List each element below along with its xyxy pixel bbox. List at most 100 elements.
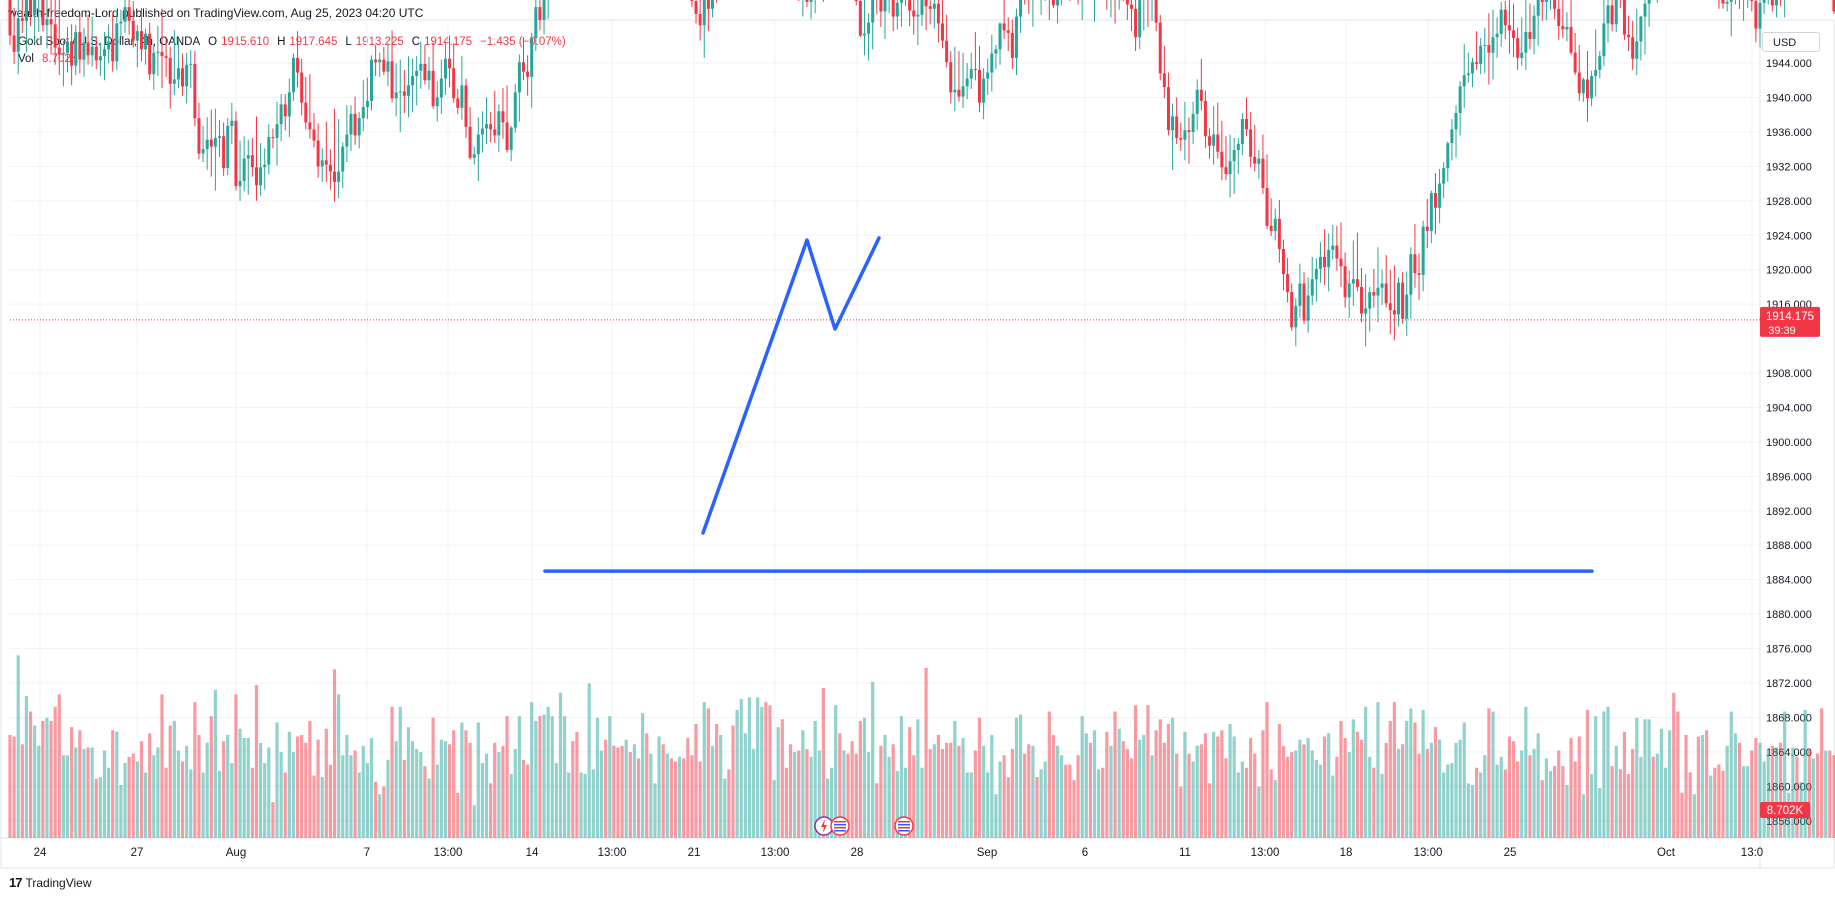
volume-bar [1162, 742, 1166, 838]
volume-bar [1384, 742, 1388, 838]
volume-bar [768, 705, 772, 838]
high-value: 1917.645 [289, 36, 338, 48]
volume-bar [361, 745, 365, 838]
volume-bar [932, 744, 936, 838]
candle-body [1364, 308, 1368, 314]
us-flag-event-icon[interactable] [830, 816, 850, 836]
open-value: 1915.610 [221, 36, 270, 48]
volume-bar [953, 720, 957, 838]
volume-label[interactable]: Vol [18, 53, 34, 65]
zigzag-projection[interactable] [701, 236, 881, 535]
flag-stripe [898, 824, 910, 826]
candle-body [1479, 45, 1483, 64]
volume-bar [476, 722, 480, 838]
volume-bar [1487, 708, 1491, 838]
candle-body [1499, 9, 1503, 34]
candle-body [916, 14, 920, 17]
candle-body [957, 89, 961, 97]
price-tick-label: 1932.000 [1766, 161, 1812, 173]
volume-bar [320, 777, 324, 838]
candle-body [296, 57, 300, 73]
flag-stripe [898, 821, 910, 823]
candle-body [1433, 193, 1437, 208]
candle-body [226, 125, 230, 169]
volume-bar [1458, 739, 1462, 838]
candle-body [456, 98, 460, 108]
volume-bar [591, 769, 595, 838]
candle-body [493, 129, 497, 136]
volume-bar [784, 767, 789, 838]
candle-body [1512, 30, 1516, 39]
volume-bar [1376, 702, 1380, 838]
volume-bar [1622, 731, 1627, 838]
candle-body [489, 124, 493, 130]
candle-body [45, 19, 49, 26]
volume-bar [1425, 748, 1429, 838]
candle-body [1323, 256, 1327, 268]
candle-body [234, 120, 238, 187]
volume-bar [1039, 769, 1043, 838]
volume-bar [135, 761, 139, 838]
candle-body [250, 155, 254, 168]
volume-bar [172, 720, 176, 838]
volume-bar [731, 725, 735, 838]
volume-bar [760, 706, 764, 838]
volume-bar [1023, 753, 1027, 838]
volume-bar [1655, 753, 1659, 838]
currency-selector[interactable]: USD [1762, 32, 1820, 52]
candle-body [304, 102, 308, 123]
volume-bar [143, 772, 148, 838]
candle-body [509, 127, 513, 151]
volume-bar [1721, 770, 1725, 838]
volume-bar [1528, 755, 1532, 838]
candle-body [1310, 279, 1314, 296]
volume-bar [1314, 759, 1318, 838]
candle-body [538, 7, 542, 20]
volume-bar [1770, 745, 1774, 838]
volume-bar [324, 728, 328, 838]
candle-body [690, 0, 694, 2]
candle-body [1647, 0, 1651, 4]
candle-body [423, 63, 427, 81]
volume-bar [230, 763, 234, 838]
volume-bar [945, 742, 949, 838]
volume-bar [1364, 706, 1368, 838]
volume-bar [160, 694, 164, 838]
candle-body [94, 46, 98, 61]
volume-bar [517, 716, 521, 838]
volume-bar [1195, 745, 1199, 838]
volume-bar [1828, 750, 1832, 838]
candle-body [1553, 0, 1557, 9]
candle-body [1598, 56, 1602, 70]
candle-body [924, 0, 928, 7]
candle-body [1462, 75, 1466, 87]
volume-bar [78, 730, 82, 838]
volume-bar [1244, 767, 1249, 838]
volume-bar [1125, 748, 1129, 838]
candle-body [982, 78, 986, 103]
candle-body [431, 70, 435, 107]
candle-body [899, 0, 903, 3]
candle-body [973, 69, 977, 71]
volume-bar [608, 716, 612, 838]
us-flag-event-icon[interactable] [894, 816, 914, 836]
candle-body [1762, 0, 1766, 3]
candle-body [485, 124, 489, 129]
volume-bar [1372, 767, 1376, 838]
candle-body [710, 0, 714, 9]
symbol-legend: Gold Spot / U.S. Dollar, 4h, OANDA O 1915… [18, 34, 566, 68]
candle-body [1594, 69, 1598, 76]
volume-bar [139, 741, 144, 838]
volume-bar [1516, 761, 1520, 838]
volume-bar [1754, 738, 1758, 838]
volume-bar [1676, 711, 1680, 838]
volume-bar [616, 747, 620, 838]
candle-body [185, 64, 189, 87]
price-tick-label: 1908.000 [1766, 368, 1812, 380]
volume-bar [981, 745, 986, 838]
volume-bar [1548, 770, 1553, 838]
volume-bar [558, 692, 563, 838]
volume-bar [1433, 727, 1438, 838]
volume-bar [698, 761, 702, 838]
